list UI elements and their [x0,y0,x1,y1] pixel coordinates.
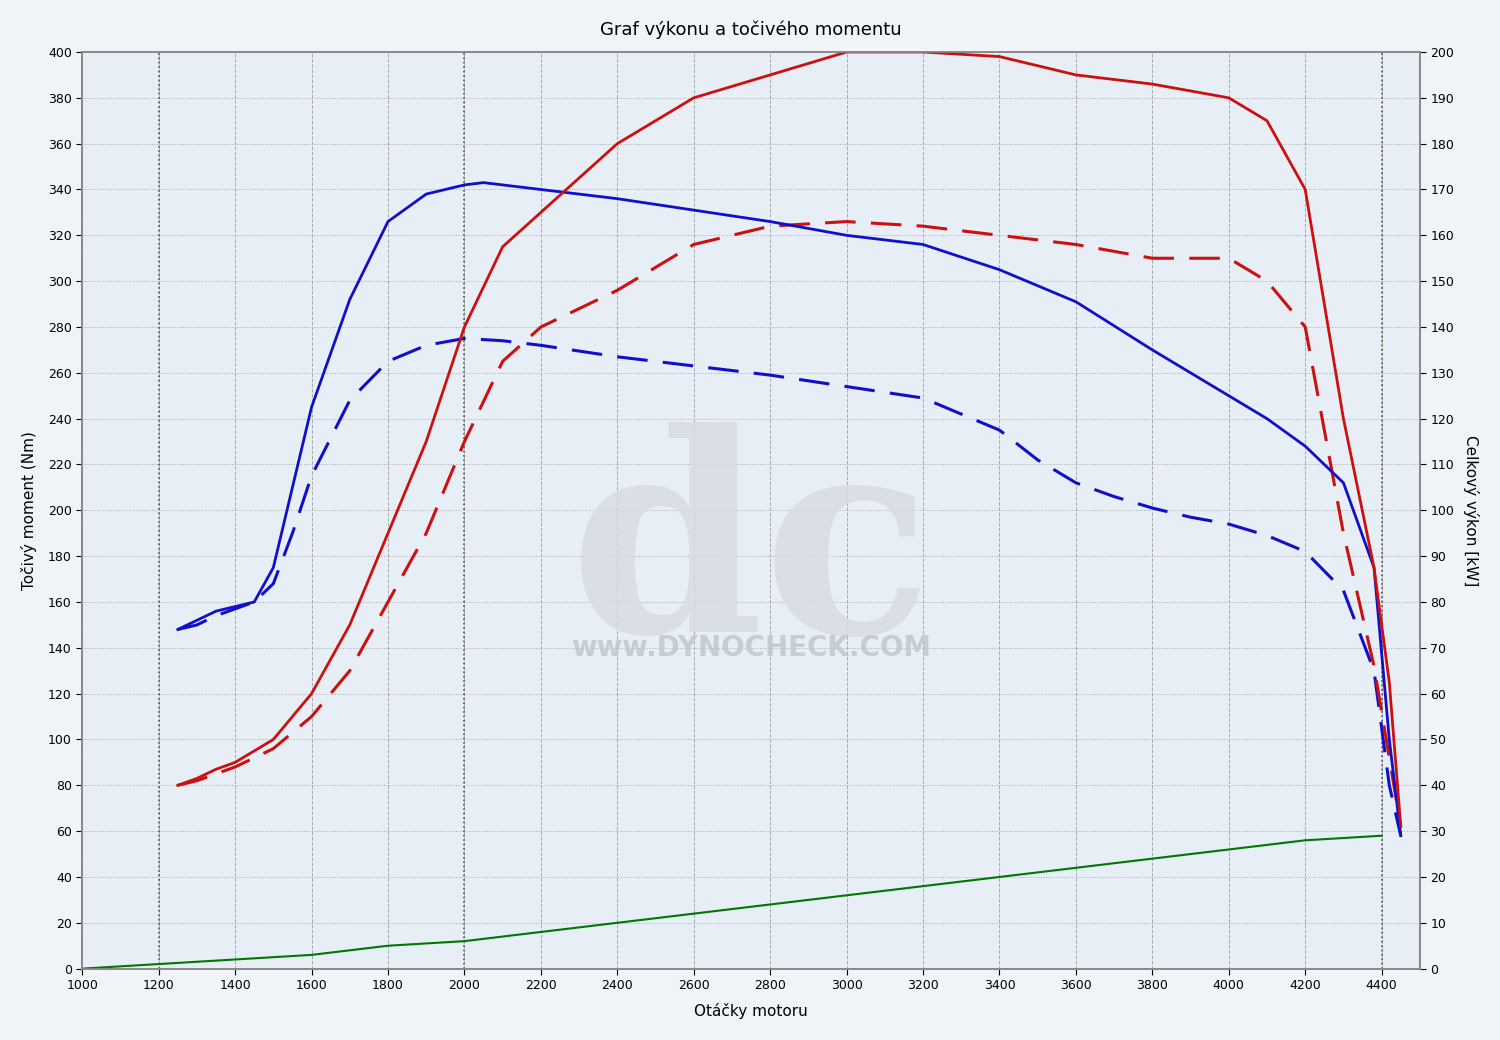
Title: Graf výkonu a točivého momentu: Graf výkonu a točivého momentu [600,21,902,40]
Text: dc: dc [570,421,933,691]
X-axis label: Otáčky motoru: Otáčky motoru [694,1004,808,1019]
Y-axis label: Točivý moment (Nm): Točivý moment (Nm) [21,431,38,590]
Text: www.DYNOCHECK.COM: www.DYNOCHECK.COM [572,633,932,661]
Y-axis label: Celkový výkon [kW]: Celkový výkon [kW] [1462,435,1479,586]
